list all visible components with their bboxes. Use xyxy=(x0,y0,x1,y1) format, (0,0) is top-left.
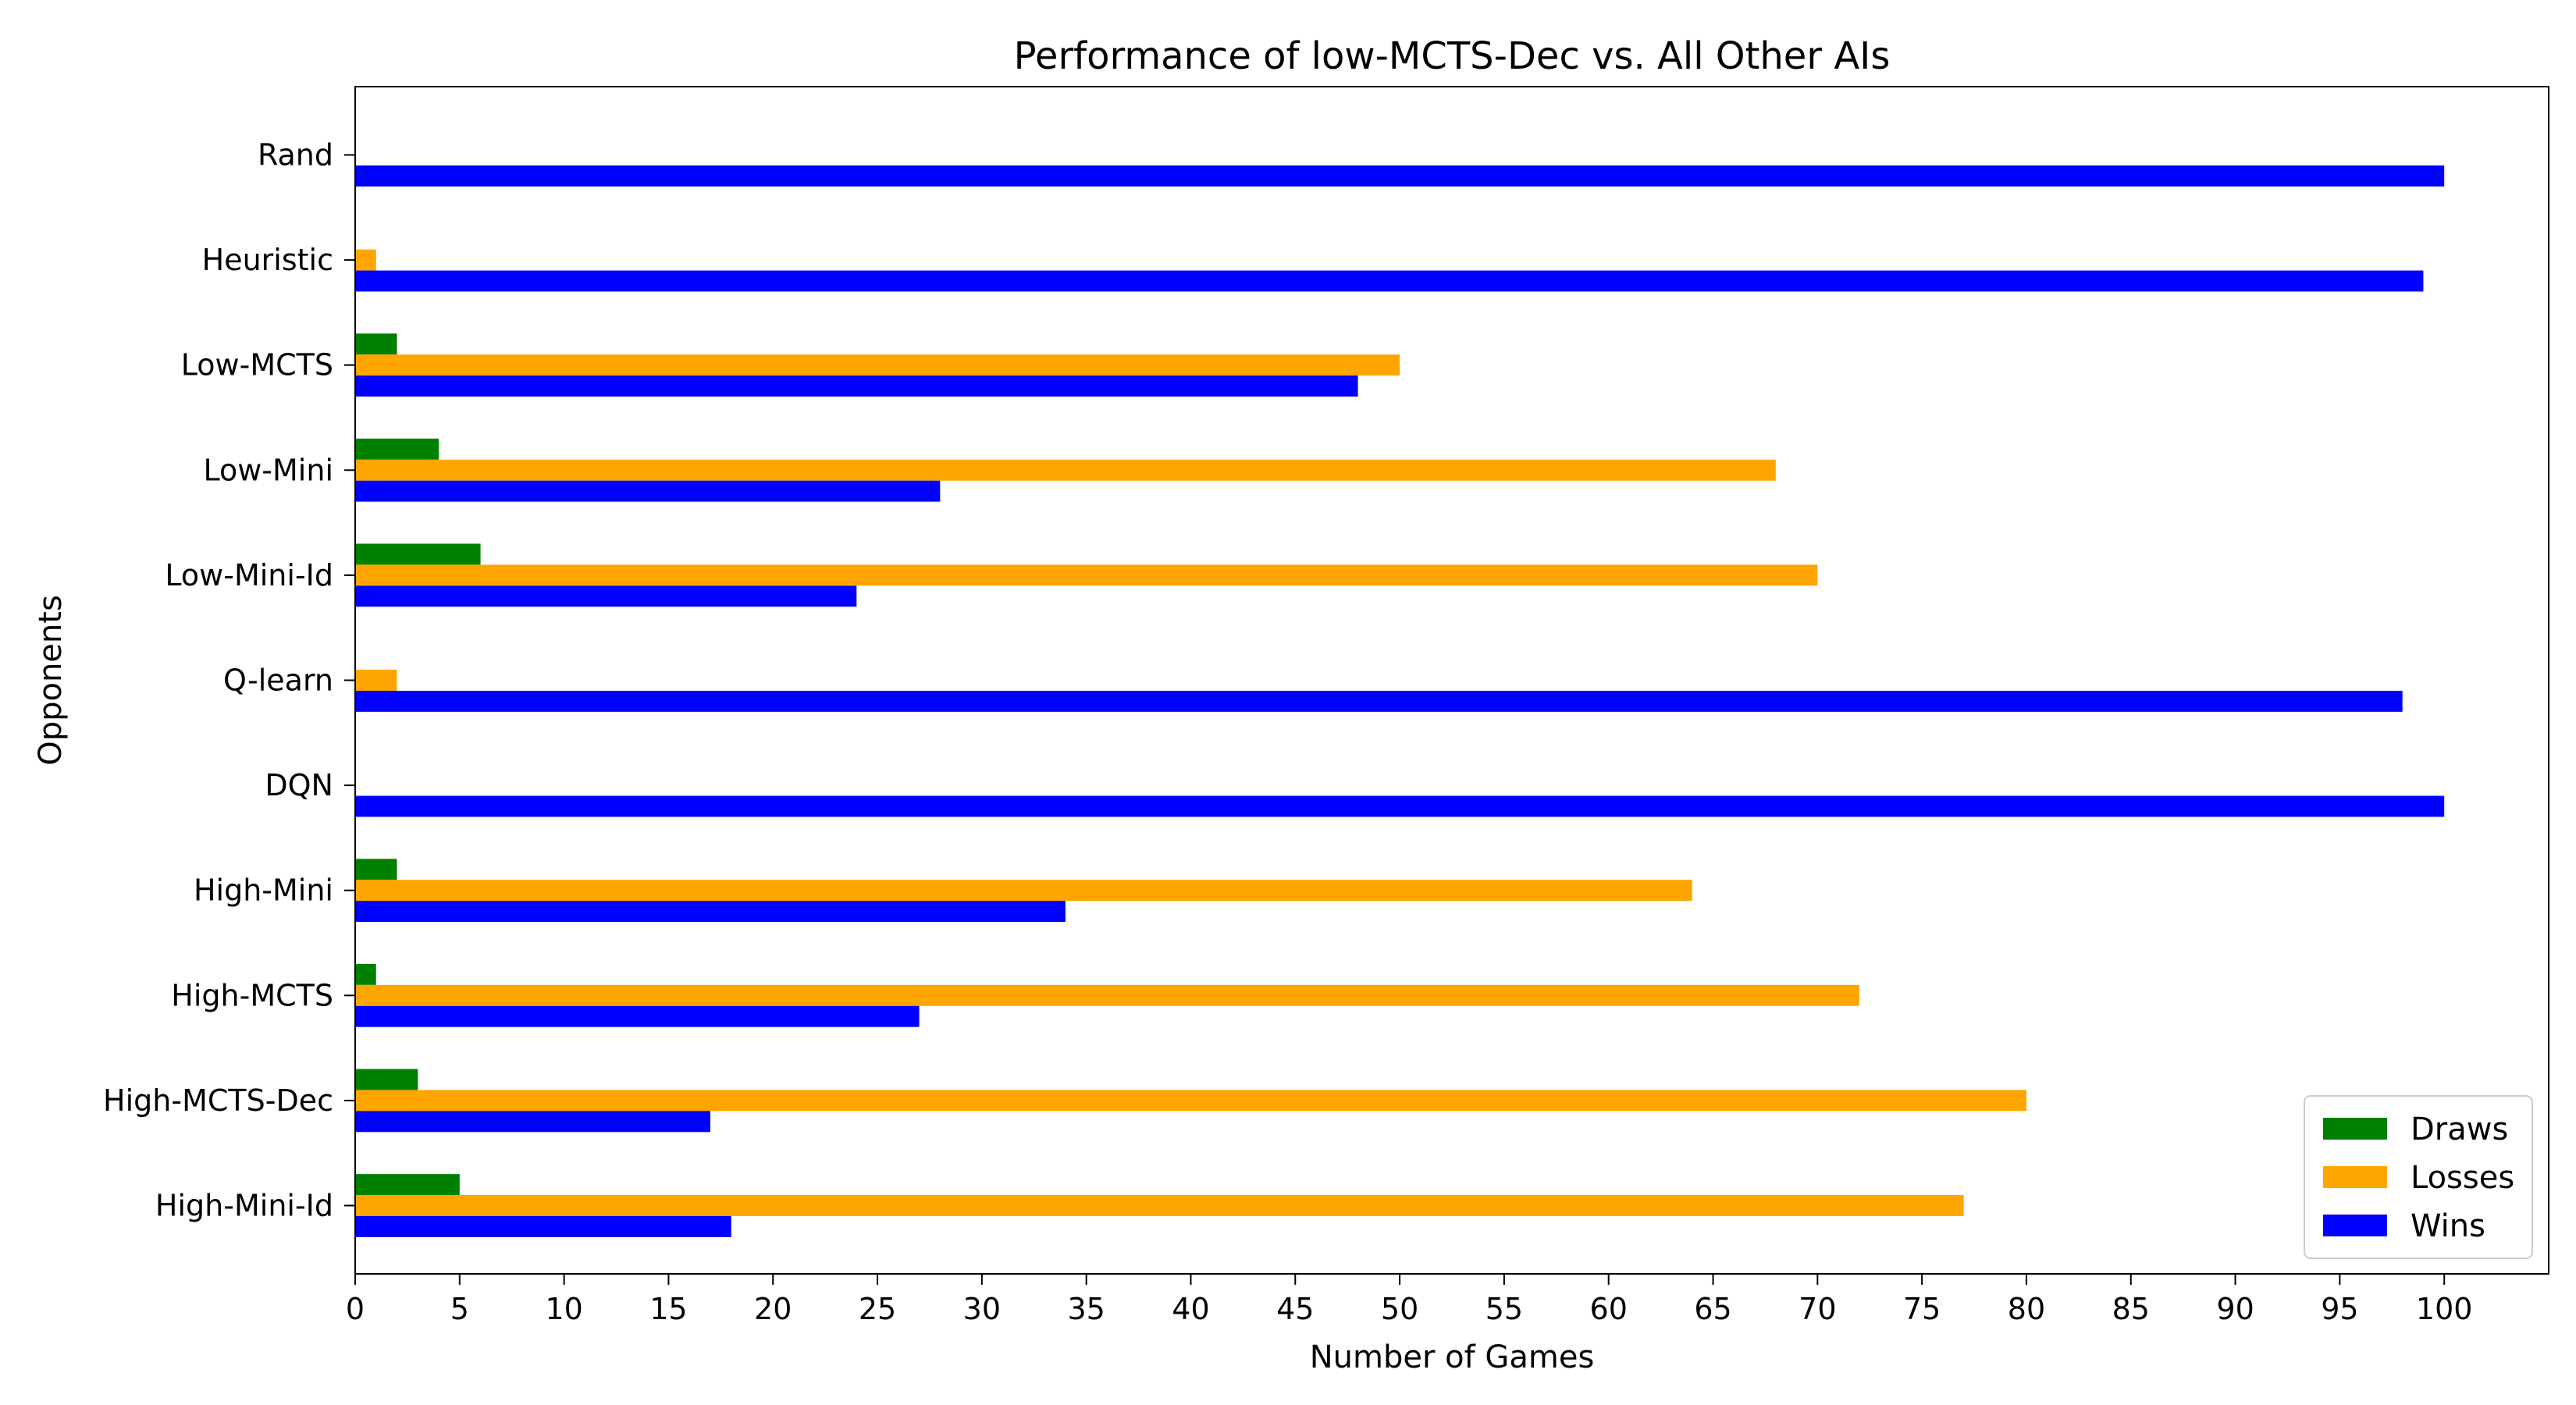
x-tick-label: 55 xyxy=(1485,1292,1523,1326)
bar-wins-low-mcts xyxy=(355,375,1358,397)
bar-wins-dqn xyxy=(355,795,2445,817)
x-tick-label: 70 xyxy=(1799,1292,1836,1326)
legend-swatch-wins xyxy=(2323,1215,2387,1236)
bar-wins-rand xyxy=(355,165,2445,187)
bar-wins-high-mini-id xyxy=(355,1215,731,1237)
bar-draws-low-mini xyxy=(355,438,439,460)
x-tick-label: 45 xyxy=(1276,1292,1314,1326)
bar-losses-low-mcts xyxy=(355,354,1400,376)
x-tick-label: 100 xyxy=(2416,1292,2473,1326)
x-tick-label: 90 xyxy=(2216,1292,2254,1326)
y-tick-label: Low-Mini-Id xyxy=(165,558,333,592)
chart-title: Performance of low-MCTS-Dec vs. All Othe… xyxy=(1014,34,1891,78)
legend: Draws Losses Wins xyxy=(2304,1095,2533,1259)
bar-draws-low-mcts xyxy=(355,333,397,355)
x-tick-label: 35 xyxy=(1067,1292,1105,1326)
bar-draws-high-mcts-dec xyxy=(355,1069,418,1090)
y-tick-label: Heuristic xyxy=(202,243,333,277)
y-tick-label: High-Mini xyxy=(194,873,333,908)
y-tick-label: High-MCTS-Dec xyxy=(103,1083,333,1118)
x-tick-label: 30 xyxy=(963,1292,1001,1326)
bars-layer xyxy=(355,165,2445,1237)
x-tick-label: 5 xyxy=(450,1292,469,1326)
y-axis: Rand Heuristic Low-MCTS Low-Mini Low-Mini-Id… xyxy=(103,137,355,1223)
y-tick-label: DQN xyxy=(265,768,333,802)
legend-label-wins: Wins xyxy=(2411,1208,2485,1244)
bar-wins-heuristic xyxy=(355,270,2424,292)
y-tick-label: Rand xyxy=(258,137,333,172)
y-tick-label: Q-learn xyxy=(223,663,333,698)
x-tick-label: 75 xyxy=(1903,1292,1941,1326)
y-tick-label: Low-MCTS xyxy=(181,348,333,382)
bar-losses-heuristic xyxy=(355,249,376,271)
x-tick-label: 95 xyxy=(2321,1292,2358,1326)
bar-losses-low-mini-id xyxy=(355,564,1818,586)
bar-draws-high-mini xyxy=(355,859,397,880)
bar-losses-high-mini xyxy=(355,880,1692,902)
x-tick-label: 0 xyxy=(346,1292,365,1326)
x-tick-label: 20 xyxy=(754,1292,792,1326)
legend-label-draws: Draws xyxy=(2411,1112,2508,1147)
x-tick-label: 15 xyxy=(649,1292,687,1326)
bar-wins-low-mini-id xyxy=(355,585,857,607)
bar-losses-high-mcts-dec xyxy=(355,1090,2026,1112)
bar-wins-high-mini xyxy=(355,901,1066,923)
x-tick-label: 65 xyxy=(1694,1292,1731,1326)
bar-draws-high-mini-id xyxy=(355,1174,460,1196)
x-tick-label: 10 xyxy=(545,1292,582,1326)
x-tick-label: 60 xyxy=(1590,1292,1628,1326)
x-tick-label: 85 xyxy=(2112,1292,2150,1326)
y-tick-label: High-MCTS xyxy=(171,978,333,1012)
bar-wins-low-mini xyxy=(355,480,941,502)
x-tick-label: 80 xyxy=(2008,1292,2045,1326)
y-axis-label: Opponents xyxy=(33,595,69,766)
x-tick-label: 50 xyxy=(1381,1292,1418,1326)
x-tick-label: 40 xyxy=(1172,1292,1209,1326)
bar-losses-high-mini-id xyxy=(355,1195,1964,1216)
bar-draws-high-mcts xyxy=(355,963,376,985)
legend-swatch-losses xyxy=(2323,1166,2387,1188)
y-tick-label: High-Mini-Id xyxy=(155,1189,333,1223)
legend-swatch-draws xyxy=(2323,1118,2387,1140)
bar-losses-q-learn xyxy=(355,670,397,691)
bar-wins-high-mcts-dec xyxy=(355,1111,710,1133)
bar-wins-high-mcts xyxy=(355,1005,920,1027)
x-tick-label: 25 xyxy=(859,1292,896,1326)
y-tick-label: Low-Mini xyxy=(203,453,333,487)
x-axis-label: Number of Games xyxy=(1310,1339,1595,1375)
bar-wins-q-learn xyxy=(355,690,2403,712)
x-axis: 0 5 10 15 20 25 30 35 40 45 50 55 60 65 70 75 80 85 90 95 10… xyxy=(346,1274,2473,1326)
bar-losses-high-mcts xyxy=(355,984,1859,1006)
legend-label-losses: Losses xyxy=(2411,1160,2514,1196)
bar-losses-low-mini xyxy=(355,459,1776,481)
bar-draws-low-mini-id xyxy=(355,543,481,565)
